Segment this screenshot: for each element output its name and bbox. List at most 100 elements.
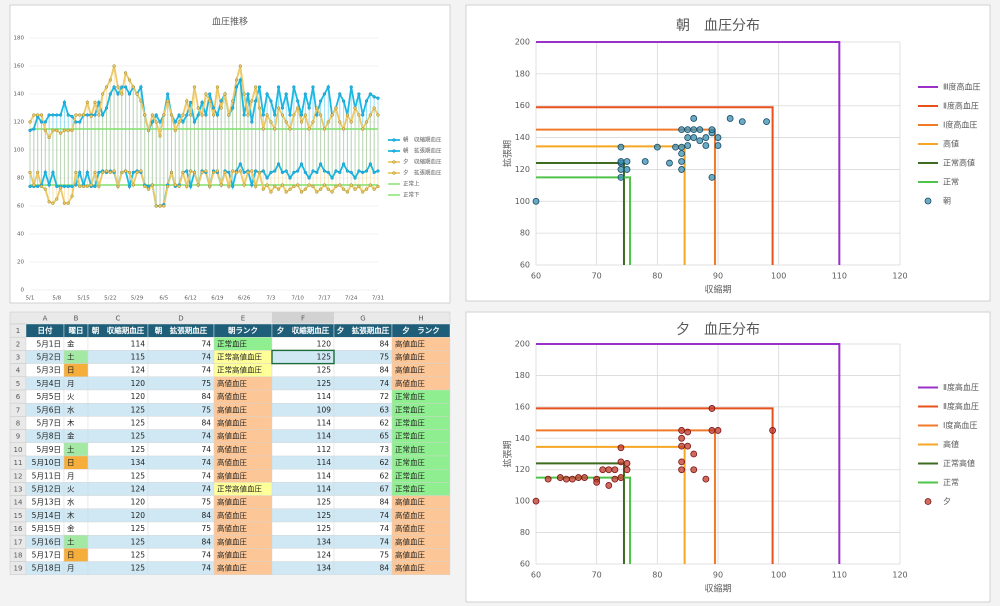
point <box>196 183 200 187</box>
cell-text: 5月18日 <box>32 564 61 573</box>
point <box>62 184 67 189</box>
point <box>605 466 613 474</box>
point <box>211 113 216 117</box>
point <box>66 113 70 117</box>
y-tick-label: 0 <box>21 288 25 294</box>
point <box>112 169 116 173</box>
point <box>139 99 143 103</box>
point <box>353 187 357 191</box>
threshold-line <box>536 407 774 564</box>
column-letter: B <box>74 315 79 323</box>
point <box>143 184 147 189</box>
point <box>101 92 105 96</box>
point <box>273 169 277 173</box>
point <box>143 113 147 117</box>
y-tick-label: 140 <box>515 434 530 443</box>
row-number: 1 <box>16 327 20 335</box>
cell-text: 125 <box>131 419 146 428</box>
row-number: 14 <box>14 499 23 507</box>
point <box>112 85 116 89</box>
point <box>238 162 242 166</box>
y-tick-label: 180 <box>515 69 530 78</box>
point <box>276 162 281 166</box>
legend-marker <box>392 160 396 164</box>
point <box>215 113 220 117</box>
x-tick-label: 100 <box>771 272 786 281</box>
y-tick-label: 200 <box>515 340 530 349</box>
point <box>104 85 109 89</box>
point <box>690 126 698 134</box>
cell-text: 74 <box>201 366 211 375</box>
point <box>253 169 258 173</box>
row-number: 10 <box>14 446 23 454</box>
point <box>318 113 323 117</box>
active-column-header <box>272 312 334 324</box>
point <box>78 120 82 124</box>
point <box>120 170 124 175</box>
point <box>104 106 109 110</box>
x-tick-label: 7/10 <box>292 296 305 302</box>
row-number: 4 <box>16 367 21 375</box>
point <box>296 183 300 187</box>
cell-text: 134 <box>317 564 332 573</box>
cell-text: 正常血圧 <box>395 457 425 467</box>
point <box>204 169 208 173</box>
y-tick-label: 60 <box>520 261 530 270</box>
cell-text: 74 <box>379 511 389 520</box>
point <box>58 186 63 190</box>
point <box>185 99 189 103</box>
x-axis-label: 収縮期 <box>704 583 731 595</box>
cell-text: 高値血圧 <box>217 470 247 480</box>
point <box>47 135 51 140</box>
cell-text: 120 <box>131 379 146 388</box>
cell-text: 5月12日 <box>32 485 61 494</box>
point <box>696 126 704 134</box>
point <box>368 183 373 187</box>
point <box>257 170 262 175</box>
point <box>280 113 285 117</box>
point <box>32 183 36 187</box>
line-chart-panel <box>9 4 451 304</box>
point <box>269 99 273 103</box>
point <box>146 128 151 133</box>
point <box>150 183 155 187</box>
y-tick-label: 120 <box>515 165 530 174</box>
point <box>678 458 685 466</box>
cell-text: 124 <box>131 485 146 494</box>
x-tick-label: 7/17 <box>318 296 331 302</box>
cell-text: 5月6日 <box>36 405 61 414</box>
point <box>678 466 685 474</box>
point <box>35 184 40 189</box>
cell-text: 日 <box>67 458 75 467</box>
x-tick-label: 6/5 <box>159 296 168 302</box>
point <box>623 466 631 474</box>
cell-text: 高値血圧 <box>217 391 247 401</box>
point <box>177 120 181 124</box>
y-axis-label: 拡張期 <box>502 440 514 467</box>
column-letter: H <box>418 315 423 323</box>
point <box>227 184 231 189</box>
point <box>28 170 32 175</box>
point <box>296 99 300 103</box>
point <box>666 159 673 167</box>
row-number: 17 <box>14 538 23 546</box>
y-tick-label: 60 <box>17 204 24 210</box>
point <box>617 166 625 173</box>
point <box>269 170 273 175</box>
cell-text: 120 <box>131 498 146 507</box>
header-text: 朝 収縮期血圧 <box>92 325 145 335</box>
point <box>708 427 716 434</box>
cell-text: 114 <box>317 458 332 467</box>
cell-text: 正常血圧 <box>395 431 425 441</box>
point <box>250 120 254 124</box>
point <box>231 106 235 110</box>
point <box>238 169 242 173</box>
point <box>296 106 300 110</box>
x-tick-label: 70 <box>592 272 602 281</box>
cell-text: 115 <box>131 353 146 362</box>
x-tick-label: 5/22 <box>104 296 116 302</box>
legend-label: Ⅲ度高血圧 <box>943 82 981 92</box>
point <box>341 127 346 131</box>
point <box>58 131 63 135</box>
cell-text: 74 <box>201 485 211 494</box>
